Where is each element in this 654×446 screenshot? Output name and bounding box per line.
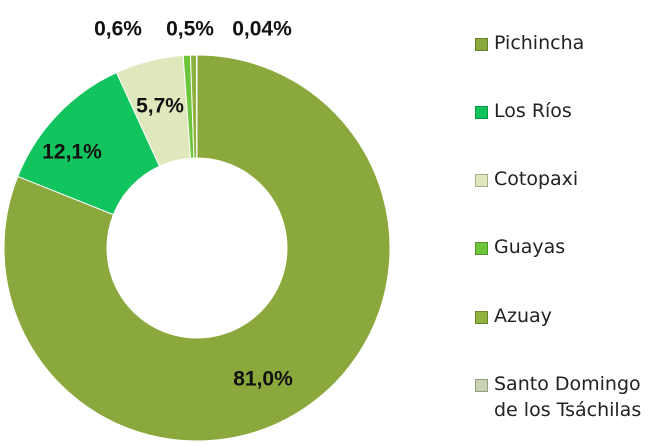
legend-item: Cotopaxi [475, 166, 645, 192]
legend-swatch [475, 379, 488, 392]
legend-swatch [475, 38, 488, 51]
legend-label: Los Ríos [494, 100, 572, 122]
legend-item: Los Ríos [475, 98, 645, 124]
legend-swatch [475, 174, 488, 187]
legend-item: Santo Domingo de los Tsáchilas [475, 371, 645, 423]
legend-label: Cotopaxi [494, 168, 579, 190]
legend-swatch [475, 106, 488, 119]
legend-label: Guayas [494, 236, 566, 258]
data-label: 0,5% [166, 18, 214, 41]
legend-swatch [475, 242, 488, 255]
data-label: 81,0% [233, 368, 293, 391]
donut-slice [3, 54, 391, 442]
data-label: 12,1% [42, 141, 102, 164]
legend-label: Azuay [494, 305, 552, 327]
legend-item: Azuay [475, 303, 645, 329]
legend-item: Guayas [475, 234, 645, 260]
legend-label: Pichincha [494, 32, 585, 54]
legend-item: Pichincha [475, 30, 645, 56]
legend-label: Santo Domingo de los Tsáchilas [494, 373, 642, 421]
data-label: 5,7% [136, 95, 184, 118]
legend-swatch [475, 311, 488, 324]
data-label: 0,6% [94, 18, 142, 41]
data-label: 0,04% [232, 18, 292, 41]
